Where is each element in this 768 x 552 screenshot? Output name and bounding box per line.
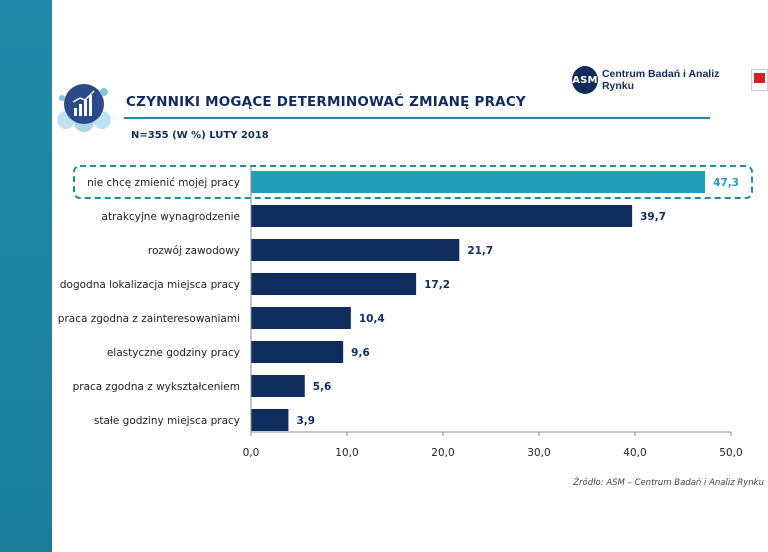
category-label: atrakcyjne wynagrodzenie bbox=[102, 211, 240, 223]
value-label: 5,6 bbox=[313, 381, 332, 393]
x-tick-label: 20,0 bbox=[431, 447, 454, 459]
value-label: 47,3 bbox=[713, 177, 739, 189]
x-tick-label: 30,0 bbox=[527, 447, 550, 459]
value-label: 39,7 bbox=[640, 211, 666, 223]
category-label: nie chcę zmienić mojej pracy bbox=[87, 177, 240, 189]
x-tick-label: 10,0 bbox=[335, 447, 358, 459]
category-labels-layer: nie chcę zmienić mojej pracy atrakcyjne w… bbox=[58, 177, 240, 427]
bar bbox=[251, 171, 706, 193]
bar bbox=[251, 375, 305, 397]
x-tick-label: 0,0 bbox=[243, 447, 260, 459]
title-underline bbox=[124, 117, 710, 119]
x-tick-label: 40,0 bbox=[623, 447, 646, 459]
asm-logo-mark: ASM bbox=[572, 66, 598, 94]
analytics-bubble-icon bbox=[57, 84, 111, 132]
bar bbox=[251, 307, 351, 329]
asm-logo-name: Centrum Badań i Analiz Rynku bbox=[601, 68, 720, 92]
bar bbox=[251, 409, 289, 431]
bar bbox=[251, 205, 633, 227]
category-label: rozwój zawodowy bbox=[148, 245, 240, 257]
bars-layer bbox=[73, 165, 753, 431]
category-label: stałe godziny miejsca pracy bbox=[94, 415, 240, 427]
category-label: praca zgodna z zainteresowaniami bbox=[58, 313, 240, 325]
x-tick-label: 50,0 bbox=[719, 447, 742, 459]
category-label: dogodna lokalizacja miejsca pracy bbox=[60, 279, 240, 291]
value-labels-layer: 47,3 39,7 21,7 17,2 10,4 9,6 5,6 3,9 bbox=[296, 177, 739, 427]
chart-title: CZYNNIKI MOGĄCE DETERMINOWAĆ ZMIANĘ PRAC… bbox=[126, 94, 526, 110]
value-label: 21,7 bbox=[467, 245, 493, 257]
bar bbox=[251, 341, 344, 363]
value-label: 10,4 bbox=[359, 313, 385, 325]
asm-logo: ASM Centrum Badań i Analiz Rynku bbox=[572, 66, 768, 94]
value-label: 9,6 bbox=[351, 347, 370, 359]
category-label: praca zgodna z wykształceniem bbox=[73, 381, 240, 393]
bar bbox=[251, 239, 460, 261]
bar bbox=[251, 273, 417, 295]
highlight-frame bbox=[73, 165, 753, 199]
left-decorative-band bbox=[0, 0, 52, 552]
chart-subtitle: N=355 (W %) LUTY 2018 bbox=[131, 130, 269, 141]
value-label: 3,9 bbox=[296, 415, 315, 427]
x-axis: 0,0 10,0 20,0 30,0 40,0 50,0 bbox=[243, 165, 743, 459]
value-label: 17,2 bbox=[424, 279, 450, 291]
category-label: elastyczne godziny pracy bbox=[107, 347, 240, 359]
source-note: Źródło: ASM – Centrum Badań i Analiz Ryn… bbox=[573, 478, 764, 488]
